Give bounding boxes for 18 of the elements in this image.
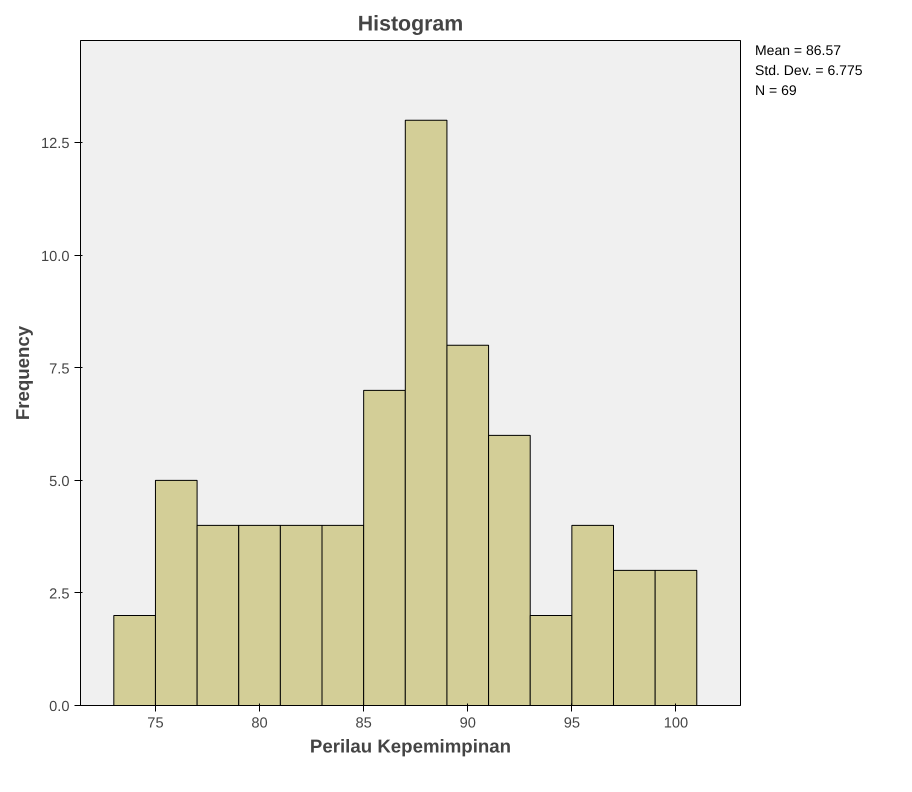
x-tick-label: 80 (251, 716, 268, 732)
y-tick-label: 7.5 (49, 361, 70, 378)
x-tick-label: 95 (564, 716, 580, 732)
x-tick-label: 100 (664, 716, 688, 732)
y-tick-label: 2.5 (49, 586, 70, 602)
y-tick-label: 0.0 (49, 699, 70, 715)
x-tick-label: 90 (460, 716, 476, 732)
y-tick-label: 12.5 (40, 136, 70, 152)
y-axis-title: Frequency (12, 325, 33, 420)
y-tick-label: 10.0 (40, 248, 70, 265)
text: N = 69 (755, 81, 798, 100)
y-tick-label: 5.0 (49, 474, 70, 490)
x-axis-title: Perilau Kepemimpinan (310, 736, 512, 756)
x-tick-label: 75 (147, 716, 164, 732)
text: Std. Dev. = 6.775 (755, 61, 863, 80)
chart-title: Histogram (358, 12, 464, 36)
x-tick-label: 85 (356, 716, 372, 732)
text: Mean = 86.57 (755, 41, 842, 60)
